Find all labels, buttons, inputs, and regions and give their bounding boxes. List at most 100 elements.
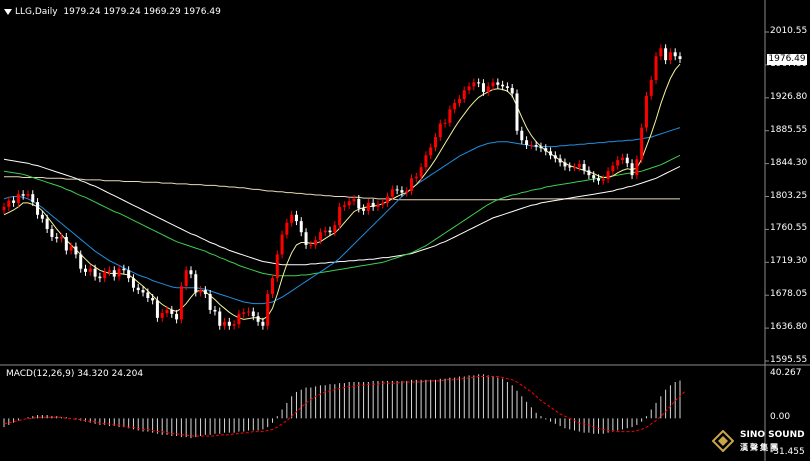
candle-up [438, 123, 442, 138]
candle-up [160, 313, 164, 318]
candle-down [93, 268, 97, 277]
candle-up [654, 56, 658, 81]
candle-down [515, 93, 519, 131]
candle-up [467, 86, 471, 91]
candle-up [443, 122, 447, 124]
candle-up [659, 48, 663, 57]
candle-up [635, 159, 639, 176]
candle-up [419, 167, 423, 177]
candle-up [285, 222, 289, 235]
logo-mark-icon [712, 430, 734, 452]
candle-up [184, 270, 188, 287]
candle-up [314, 240, 318, 245]
candle-up [649, 80, 653, 96]
candle-down [477, 82, 481, 84]
candle-up [237, 313, 241, 325]
candle-up [611, 165, 615, 172]
candle-down [299, 221, 303, 233]
candle-down [630, 163, 634, 176]
candle-down [189, 270, 193, 275]
price-tick-label: 2010.55 [770, 26, 808, 36]
candle-up [69, 246, 73, 251]
dropdown-triangle-icon[interactable] [4, 8, 12, 15]
candle-up [410, 178, 414, 191]
candle-up [573, 167, 577, 169]
candle-down [12, 200, 16, 203]
candle-down [194, 274, 198, 293]
candle-up [347, 201, 351, 206]
macd-tick-label: 40.267 [770, 368, 802, 378]
candle-down [534, 145, 538, 147]
candle-down [496, 82, 500, 85]
candle-down [36, 202, 40, 215]
candle-down [40, 214, 44, 219]
candle-down [112, 270, 116, 277]
candle-up [323, 230, 327, 233]
candle-down [587, 170, 591, 176]
candle-up [103, 271, 107, 279]
candle-up [462, 90, 466, 100]
candle-down [294, 214, 298, 222]
candle-up [333, 225, 337, 233]
candle-down [510, 87, 514, 94]
candle-down [136, 287, 140, 291]
candle-down [304, 232, 308, 245]
price-tick-label: 1595.55 [770, 355, 808, 365]
sino-sound-logo: SINO SOUND 漢聲集團 [712, 428, 808, 458]
candle-up [366, 202, 370, 211]
candle-down [558, 158, 562, 163]
candle-down [131, 278, 135, 288]
candle-down [151, 298, 155, 301]
brand-name-cn: 漢聲集團 [740, 443, 780, 452]
candle-up [232, 324, 236, 326]
candle-up [429, 147, 433, 156]
ma-blue-line [3, 127, 681, 305]
candle-down [31, 194, 35, 203]
candle-down [539, 146, 543, 149]
candle-down [673, 52, 677, 57]
ma-green-line [3, 154, 681, 277]
candle-down [203, 290, 207, 295]
macd-tick-label: -31.455 [770, 447, 805, 457]
candle-up [644, 95, 648, 128]
candle-up [405, 190, 409, 193]
candle-up [606, 171, 610, 180]
candle-up [223, 321, 227, 326]
candle-down [84, 268, 88, 272]
candle-up [117, 268, 121, 277]
candle-down [625, 157, 629, 164]
candle-down [50, 229, 54, 237]
moving-averages [3, 63, 681, 320]
candle-down [213, 309, 217, 312]
candle-down [155, 300, 159, 318]
candle-down [371, 202, 375, 207]
candle-up [376, 204, 380, 207]
ma-fast-line [3, 63, 681, 320]
price-tick-label: 1719.30 [770, 256, 808, 267]
candle-down [218, 311, 222, 326]
candle-down [544, 148, 548, 152]
candle-down [21, 194, 25, 196]
candle-up [199, 290, 203, 293]
candle-down [596, 178, 600, 181]
candle-down [395, 189, 399, 191]
candle-down [45, 218, 49, 230]
candle-up [290, 214, 294, 223]
candle-down [563, 162, 567, 167]
candle-up [107, 270, 111, 272]
candle-up [381, 202, 385, 205]
candle-down [79, 254, 83, 269]
candle-up [242, 312, 246, 314]
chart-header: LLG,Daily 1979.24 1979.24 1969.29 1976.4… [4, 7, 221, 17]
candle-up [60, 236, 64, 239]
candle-up [529, 145, 533, 147]
ma-white-line [3, 158, 681, 266]
candle-up [620, 157, 624, 161]
candle-up [448, 109, 452, 123]
candle-up [2, 206, 6, 211]
candle-down [146, 292, 150, 299]
candle-up [247, 311, 251, 313]
candle-down [357, 198, 361, 209]
candle-down [549, 151, 553, 156]
candle-up [7, 200, 11, 207]
